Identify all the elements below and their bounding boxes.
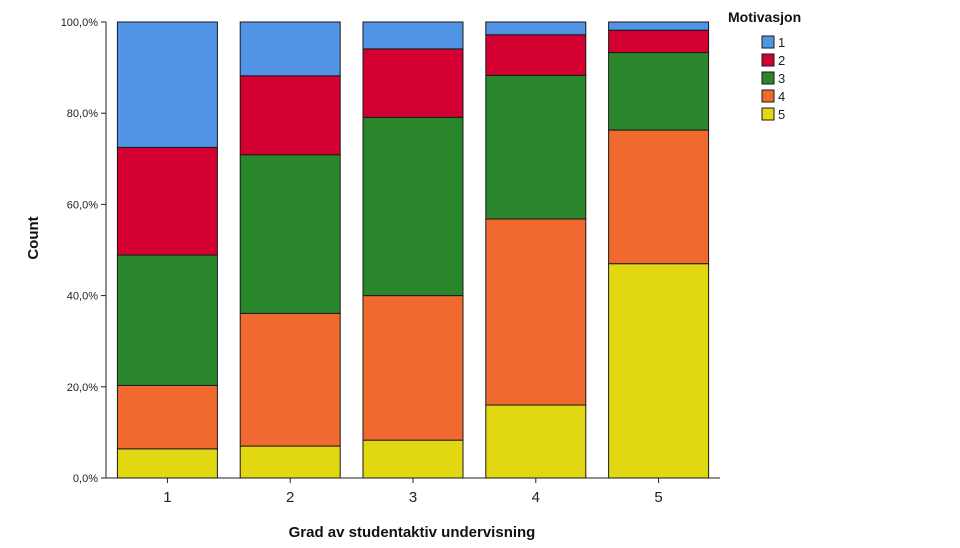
bar-segment-cat3-level2 <box>362 48 464 118</box>
bar-segment-cat2-level3 <box>239 154 341 314</box>
legend-swatch <box>761 107 775 121</box>
x-tick-label: 4 <box>532 489 540 506</box>
x-tick-label: 1 <box>163 489 171 506</box>
legend-label: 3 <box>778 71 785 86</box>
bar-segment-cat2-level2 <box>239 75 341 156</box>
bar-segment-cat2-level4 <box>239 312 341 447</box>
bar-segment-cat2-level1 <box>239 21 341 77</box>
legend-swatch <box>761 53 775 67</box>
bar-segment-cat4-level5 <box>485 404 587 479</box>
plot-area: 0,0% 20,0% 40,0% 60,0% 80,0% 100,0% 1 2 3 4 5 <box>61 17 720 506</box>
y-tick-label: 60,0% <box>67 199 98 211</box>
bar-segment-cat3-level4 <box>362 295 464 441</box>
legend-swatch <box>761 71 775 85</box>
legend-swatch <box>761 35 775 49</box>
bar-segment-cat5-level5 <box>608 263 710 479</box>
x-axis-title: Grad av studentaktiv undervisning <box>289 524 536 541</box>
y-tick-label: 0,0% <box>73 473 98 485</box>
bar-segment-cat2-level5 <box>239 445 341 479</box>
x-tick-label: 2 <box>286 489 294 506</box>
bar-segment-cat1-level5 <box>116 448 218 479</box>
bar-segment-cat3-level5 <box>362 439 464 479</box>
legend-label: 1 <box>778 35 785 50</box>
bar-segment-cat1-level4 <box>116 384 218 450</box>
legend-swatch <box>761 89 775 103</box>
legend: Motivasjon 1 2 3 4 5 <box>728 9 801 122</box>
bar-segment-cat5-level2 <box>608 29 710 54</box>
bar-segment-cat4-level4 <box>485 218 587 406</box>
x-tick-label: 5 <box>654 489 662 506</box>
y-tick-label: 80,0% <box>67 108 98 120</box>
bar-segment-cat5-level4 <box>608 129 710 265</box>
bar-segment-cat1-level3 <box>116 254 218 386</box>
bar-segment-cat4-level3 <box>485 74 587 220</box>
bar-segment-cat5-level1 <box>608 21 710 31</box>
bar-segment-cat3-level1 <box>362 21 464 50</box>
legend-label: 2 <box>778 53 785 68</box>
bar-segment-cat1-level2 <box>116 146 218 256</box>
y-tick-label: 40,0% <box>67 291 98 303</box>
bar-segment-cat1-level1 <box>116 21 218 148</box>
y-axis-title: Count <box>25 216 42 259</box>
bar-segment-cat3-level3 <box>362 116 464 297</box>
legend-title: Motivasjon <box>728 9 801 25</box>
legend-label: 4 <box>778 89 785 104</box>
bar-segment-cat4-level2 <box>485 34 587 76</box>
y-tick-label: 100,0% <box>61 17 99 29</box>
bar-segment-cat5-level3 <box>608 52 710 131</box>
bar-segment-cat4-level1 <box>485 21 587 36</box>
x-tick-label: 3 <box>409 489 417 506</box>
legend-label: 5 <box>778 107 785 122</box>
y-tick-label: 20,0% <box>67 382 98 394</box>
